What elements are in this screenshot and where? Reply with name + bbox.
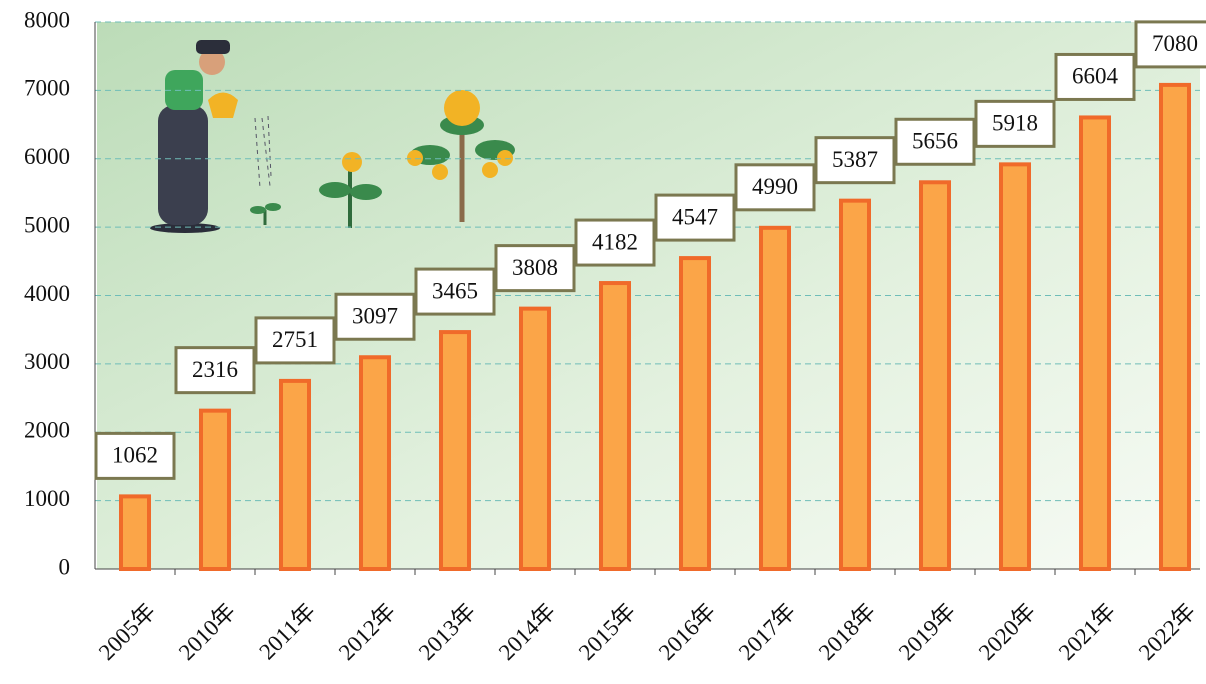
value-label-box (494, 244, 576, 293)
bar (359, 355, 391, 571)
bar (599, 281, 631, 571)
value-label: 4182 (592, 229, 638, 254)
x-tick-label: 2019年 (894, 599, 960, 665)
bar (919, 180, 951, 571)
value-label: 4990 (752, 174, 798, 199)
y-tick-label: 6000 (24, 144, 70, 169)
bar (679, 256, 711, 571)
bar (759, 225, 791, 571)
value-label-box (94, 431, 176, 480)
illustration (150, 40, 515, 233)
x-tick-label: 2020年 (974, 599, 1040, 665)
value-label: 5387 (832, 147, 878, 172)
x-tick-label: 2015年 (574, 599, 640, 665)
value-label-box (334, 292, 416, 341)
y-tick-label: 0 (59, 554, 71, 579)
value-label: 5656 (912, 129, 958, 154)
bar (199, 408, 231, 571)
y-tick-label: 7000 (24, 76, 70, 101)
bar (279, 378, 311, 571)
x-tick-label: 2017年 (734, 599, 800, 665)
bar (839, 198, 871, 571)
x-tick-label: 2010年 (174, 599, 240, 665)
x-tick-label: 2013年 (414, 599, 480, 665)
value-label-box (894, 117, 976, 166)
value-label: 6604 (1072, 64, 1119, 89)
value-label: 3097 (352, 304, 398, 329)
bar (999, 162, 1031, 571)
x-tick-label: 2011年 (254, 599, 320, 665)
x-tick-label: 2014年 (494, 599, 560, 665)
y-tick-label: 1000 (24, 486, 70, 511)
value-label-box (734, 163, 816, 212)
x-tick-label: 2021年 (1054, 599, 1120, 665)
value-label-box (1054, 52, 1136, 101)
value-label-box (1134, 20, 1206, 69)
value-label: 4547 (672, 204, 718, 229)
x-tick-label: 2022年 (1134, 599, 1200, 665)
bar (1159, 82, 1191, 571)
x-tick-label: 2016年 (654, 599, 720, 665)
value-label: 2316 (192, 357, 238, 382)
y-tick-label: 3000 (24, 349, 70, 374)
value-label-box (574, 218, 656, 267)
value-label: 2751 (272, 327, 318, 352)
value-label: 1062 (112, 443, 158, 468)
y-tick-label: 4000 (24, 281, 70, 306)
bar (1079, 115, 1111, 571)
value-label-box (814, 136, 896, 185)
bar (119, 494, 151, 571)
y-tick-label: 5000 (24, 212, 70, 237)
value-label: 5918 (992, 111, 1038, 136)
y-tick-label: 8000 (24, 7, 70, 32)
value-label: 7080 (1152, 31, 1198, 56)
value-label: 3465 (432, 278, 478, 303)
x-tick-label: 2005年 (94, 599, 160, 665)
value-label-box (414, 267, 496, 316)
bar (439, 330, 471, 571)
value-label-box (254, 316, 336, 365)
bar (519, 306, 551, 571)
value-label-box (654, 193, 736, 242)
x-tick-label: 2012年 (334, 599, 400, 665)
y-tick-label: 2000 (24, 418, 70, 443)
value-label-box (974, 99, 1056, 148)
value-label: 3808 (512, 255, 558, 280)
x-tick-label: 2018年 (814, 599, 880, 665)
value-label-box (174, 346, 256, 395)
